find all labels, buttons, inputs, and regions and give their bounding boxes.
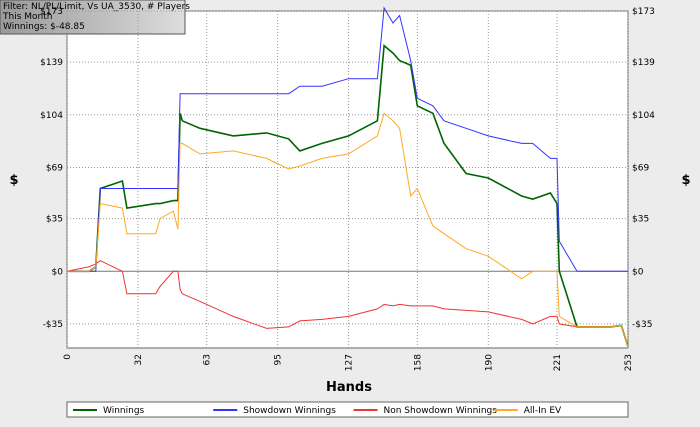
x-tick-label: 32 xyxy=(134,354,144,365)
filter-text: Filter: NL/PL/Limit, Vs UA_3530, # Playe… xyxy=(3,2,190,12)
y-axis-label: $ xyxy=(9,173,18,188)
legend-label: Showdown Winnings xyxy=(243,406,336,416)
y-tick-label: $35 xyxy=(46,215,63,225)
y-tick-label-right: $139 xyxy=(632,58,655,68)
series-line xyxy=(67,112,629,347)
legend-label: Non Showdown Winnings xyxy=(384,406,498,416)
y-tick-label: $0 xyxy=(52,267,64,277)
legend xyxy=(66,401,629,418)
x-tick-label: 95 xyxy=(274,354,284,365)
y-tick-label-right: -$35 xyxy=(632,320,652,330)
y-tick-label-right: $0 xyxy=(632,267,644,277)
legend-label: All-In EV xyxy=(524,406,562,416)
x-tick-label: 190 xyxy=(484,354,494,371)
filter-text: Winnings: $-48.85 xyxy=(3,22,85,32)
plot-area xyxy=(66,10,629,349)
y-axis-label-right: $ xyxy=(681,173,690,188)
y-tick-label: $104 xyxy=(40,111,63,121)
x-tick-label: 0 xyxy=(63,354,73,360)
y-tick-label-right: $35 xyxy=(632,215,649,225)
series-line xyxy=(67,43,629,347)
series-line xyxy=(66,260,629,347)
x-tick-label: 158 xyxy=(413,354,423,371)
y-tick-label: -$35 xyxy=(43,320,63,330)
y-tick-label: $139 xyxy=(40,58,63,68)
legend-label: Winnings xyxy=(103,406,145,416)
x-tick-label: 221 xyxy=(553,354,563,371)
y-tick-label: $69 xyxy=(46,163,63,173)
y-tick-label-right: $69 xyxy=(632,163,649,173)
filter-box xyxy=(0,0,186,35)
x-axis-label: Hands xyxy=(326,380,372,395)
x-tick-label: 253 xyxy=(624,354,634,371)
x-tick-label: 127 xyxy=(345,354,355,371)
y-tick-label-right: $104 xyxy=(632,111,655,121)
y-tick-label-right: $173 xyxy=(632,7,655,17)
series-line xyxy=(67,6,628,272)
filter-text: This Month xyxy=(2,12,52,22)
x-tick-label: 63 xyxy=(203,354,213,365)
y-tick-label: $173 xyxy=(40,7,63,17)
